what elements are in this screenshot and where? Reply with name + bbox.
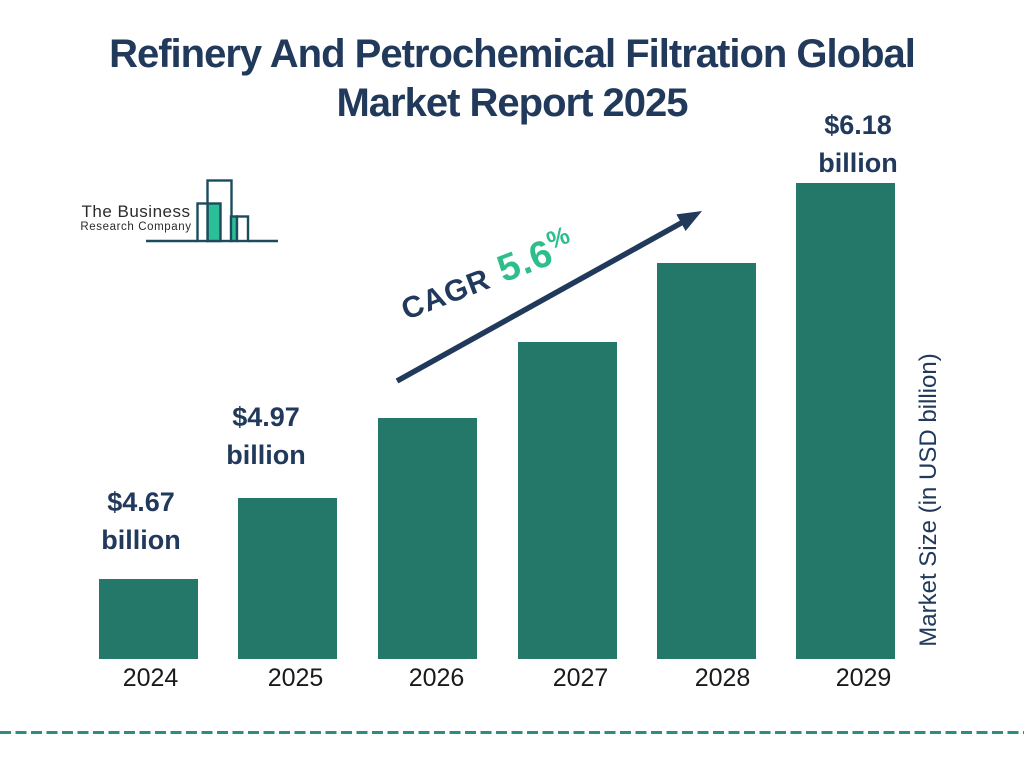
brand-subname: Research Company [80, 221, 192, 233]
value-unit: billion [818, 148, 898, 178]
bar-2025 [238, 498, 337, 659]
value-label-2029: $6.18 billion [768, 106, 948, 182]
value-amount: $6.18 [824, 110, 892, 140]
year-label-2024: 2024 [122, 664, 179, 692]
value-label-2024: $4.67 billion [51, 483, 231, 559]
value-label-2025: $4.97 billion [176, 398, 356, 474]
year-label-2027: 2027 [552, 664, 609, 692]
bottom-dashed-divider [0, 731, 1024, 734]
bar-2028 [657, 263, 756, 659]
value-amount: $4.67 [107, 487, 175, 517]
brand-name-block: The Business Research Company [75, 202, 197, 233]
brand-logo: The Business Research Company [72, 175, 292, 247]
page-title-line2: Market Report 2025 [336, 81, 688, 125]
page-title-line1: Refinery And Petrochemical Filtration Gl… [109, 32, 916, 76]
y-axis-label: Market Size (in USD billion) [915, 353, 942, 647]
brand-name: The Business [81, 202, 191, 221]
value-amount: $4.97 [232, 402, 300, 432]
page-title: Refinery And Petrochemical Filtration Gl… [0, 30, 1024, 128]
bar-2024 [99, 579, 198, 659]
year-label-2025: 2025 [267, 664, 324, 692]
bar-2026 [378, 418, 477, 659]
value-unit: billion [101, 525, 181, 555]
bar-2029 [796, 183, 895, 659]
growth-arrow-icon [395, 211, 702, 384]
bar-2027 [518, 342, 617, 659]
year-label-2028: 2028 [694, 664, 751, 692]
year-label-2026: 2026 [408, 664, 465, 692]
year-label-2029: 2029 [835, 664, 892, 692]
value-unit: billion [226, 440, 306, 470]
logo-bar-chart-icon [146, 179, 278, 243]
